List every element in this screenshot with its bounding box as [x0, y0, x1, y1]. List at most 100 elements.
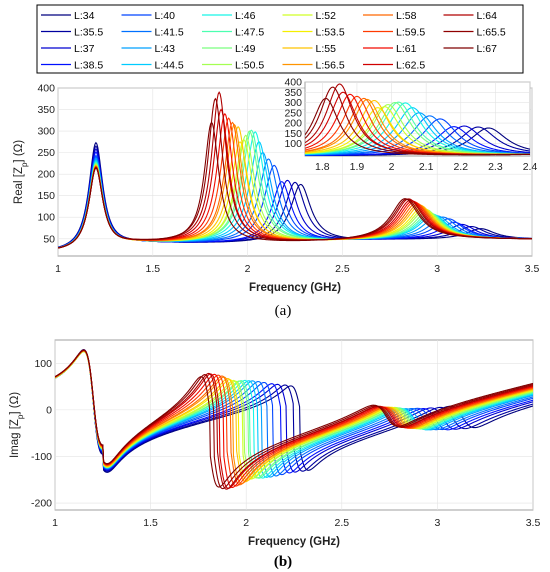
chart-a-series — [58, 91, 532, 249]
x-tick-label: 1.5 — [143, 517, 158, 529]
legend-label: L:53.5 — [316, 26, 345, 38]
y-tick-label: 350 — [37, 104, 55, 116]
chart-a-x-ticks: 1 1.5 2 2.5 3 3.5 — [55, 263, 539, 275]
series-line-L41.5 — [305, 115, 530, 156]
legend-entry: L:41.5 — [121, 26, 184, 38]
legend-entry: L:58 — [363, 10, 417, 22]
legend-label: L:65.5 — [477, 26, 506, 38]
x-tick-label: 2.1 — [419, 161, 434, 173]
series-line-L38.5 — [55, 350, 533, 474]
legend-entry: L:49 — [202, 43, 256, 55]
y-tick-label: 400 — [284, 77, 302, 89]
x-tick-label: 1.8 — [315, 161, 330, 173]
y-tick-label: 250 — [37, 147, 55, 159]
legend-label: L:46 — [235, 10, 256, 22]
legend-entry: L:52 — [282, 10, 337, 22]
x-tick-label: 2.4 — [523, 161, 538, 173]
legend-label: L:47.5 — [235, 26, 264, 38]
chart-a-panel-label: (a) — [275, 303, 292, 319]
chart-a-inset-series — [305, 83, 530, 156]
chart-a-y-label: Real [Zp] (Ω) — [13, 140, 29, 204]
y-tick-label: 100 — [37, 212, 55, 224]
legend-label: L:64 — [477, 10, 498, 22]
legend-label: L:55 — [316, 43, 337, 55]
y-tick-label: 100 — [284, 138, 302, 150]
y-tick-label: 200 — [284, 118, 302, 130]
legend-label: L:34 — [74, 10, 95, 22]
legend-entry: L:61 — [363, 43, 417, 55]
x-tick-label: 3.5 — [526, 517, 541, 529]
legend-entry: L:35.5 — [41, 26, 103, 38]
x-tick-label: 2 — [389, 161, 395, 173]
series-line-L38.5 — [305, 126, 530, 156]
x-tick-label: 3 — [434, 263, 440, 275]
legend-label: L:67 — [477, 43, 498, 55]
y-tick-label: 150 — [284, 128, 302, 140]
legend-entry: L:43 — [121, 43, 176, 55]
y-tick-label: -200 — [31, 498, 52, 510]
y-tick-label: 300 — [284, 97, 302, 109]
legend-label: L:59.5 — [396, 26, 425, 38]
legend-entry: L:64 — [443, 10, 498, 22]
x-tick-label: 1.9 — [350, 161, 365, 173]
y-tick-label: 100 — [34, 358, 52, 370]
legend-label: L:37 — [74, 43, 95, 55]
legend-label: L:40 — [155, 10, 176, 22]
legend-entry: L:50.5 — [202, 59, 264, 71]
legend-entry: L:56.5 — [282, 59, 345, 71]
chart-a-inset-x-ticks: 1.8 1.9 2 2.1 2.2 2.3 2.4 — [315, 161, 537, 173]
x-tick-label: 2.5 — [334, 517, 349, 529]
x-tick-label: 2.3 — [488, 161, 503, 173]
legend-label: L:38.5 — [74, 59, 103, 71]
legend-entry: L:62.5 — [363, 59, 425, 71]
legend-label: L:49 — [235, 43, 256, 55]
legend-entry: L:53.5 — [282, 26, 345, 38]
series-line-L61 — [55, 349, 533, 488]
legend-label: L:52 — [316, 10, 337, 22]
series-line-L59.5 — [55, 350, 533, 487]
legend-label: L:44.5 — [155, 59, 184, 71]
x-tick-label: 1.5 — [145, 263, 160, 275]
legend-entry: L:55 — [282, 43, 337, 55]
x-tick-label: 2.2 — [453, 161, 468, 173]
y-tick-label: 50 — [43, 233, 55, 245]
y-tick-label: 0 — [46, 404, 52, 416]
legend-entry: L:44.5 — [121, 59, 184, 71]
legend-entry: L:46 — [202, 10, 256, 22]
legend-label: L:58 — [396, 10, 417, 22]
y-tick-label: 300 — [37, 126, 55, 138]
legend-entry: L:37 — [41, 43, 95, 55]
legend-entry: L:59.5 — [363, 26, 425, 38]
legend-label: L:41.5 — [155, 26, 184, 38]
legend-entry: L:40 — [121, 10, 176, 22]
legend: L:34 L:40 L:46 L:52 L:58 L:64 L:35.5 L:41.5 L:47… — [36, 4, 524, 74]
chart-b-x-ticks: 1 1.5 2 2.5 3 3.5 — [52, 517, 540, 529]
legend-entry: L:65.5 — [443, 26, 506, 38]
chart-b-y-ticks: -200 -100 0 100 — [31, 358, 52, 510]
legend-entry: L:38.5 — [41, 59, 103, 71]
x-tick-label: 1 — [55, 263, 61, 275]
legend-entry: L:34 — [41, 10, 95, 22]
legend-label: L:61 — [396, 43, 417, 55]
series-line-L67 — [305, 97, 530, 156]
y-tick-label: 250 — [284, 107, 302, 119]
x-tick-label: 3 — [434, 517, 440, 529]
legend-box — [36, 4, 524, 74]
legend-label: L:50.5 — [235, 59, 264, 71]
x-tick-label: 1 — [52, 517, 58, 529]
x-tick-label: 2 — [245, 263, 251, 275]
legend-entry: L:67 — [443, 43, 498, 55]
y-tick-label: 400 — [37, 83, 55, 95]
legend-label: L:43 — [155, 43, 176, 55]
chart-a-x-label: Frequency (GHz) — [249, 282, 341, 294]
series-line-L67 — [55, 349, 533, 488]
y-tick-label: 150 — [37, 190, 55, 202]
y-tick-label: 200 — [37, 169, 55, 181]
y-tick-label: 350 — [284, 87, 302, 99]
legend-label: L:62.5 — [396, 59, 425, 71]
series-line-L67 — [58, 121, 532, 249]
x-tick-label: 2.5 — [335, 263, 350, 275]
